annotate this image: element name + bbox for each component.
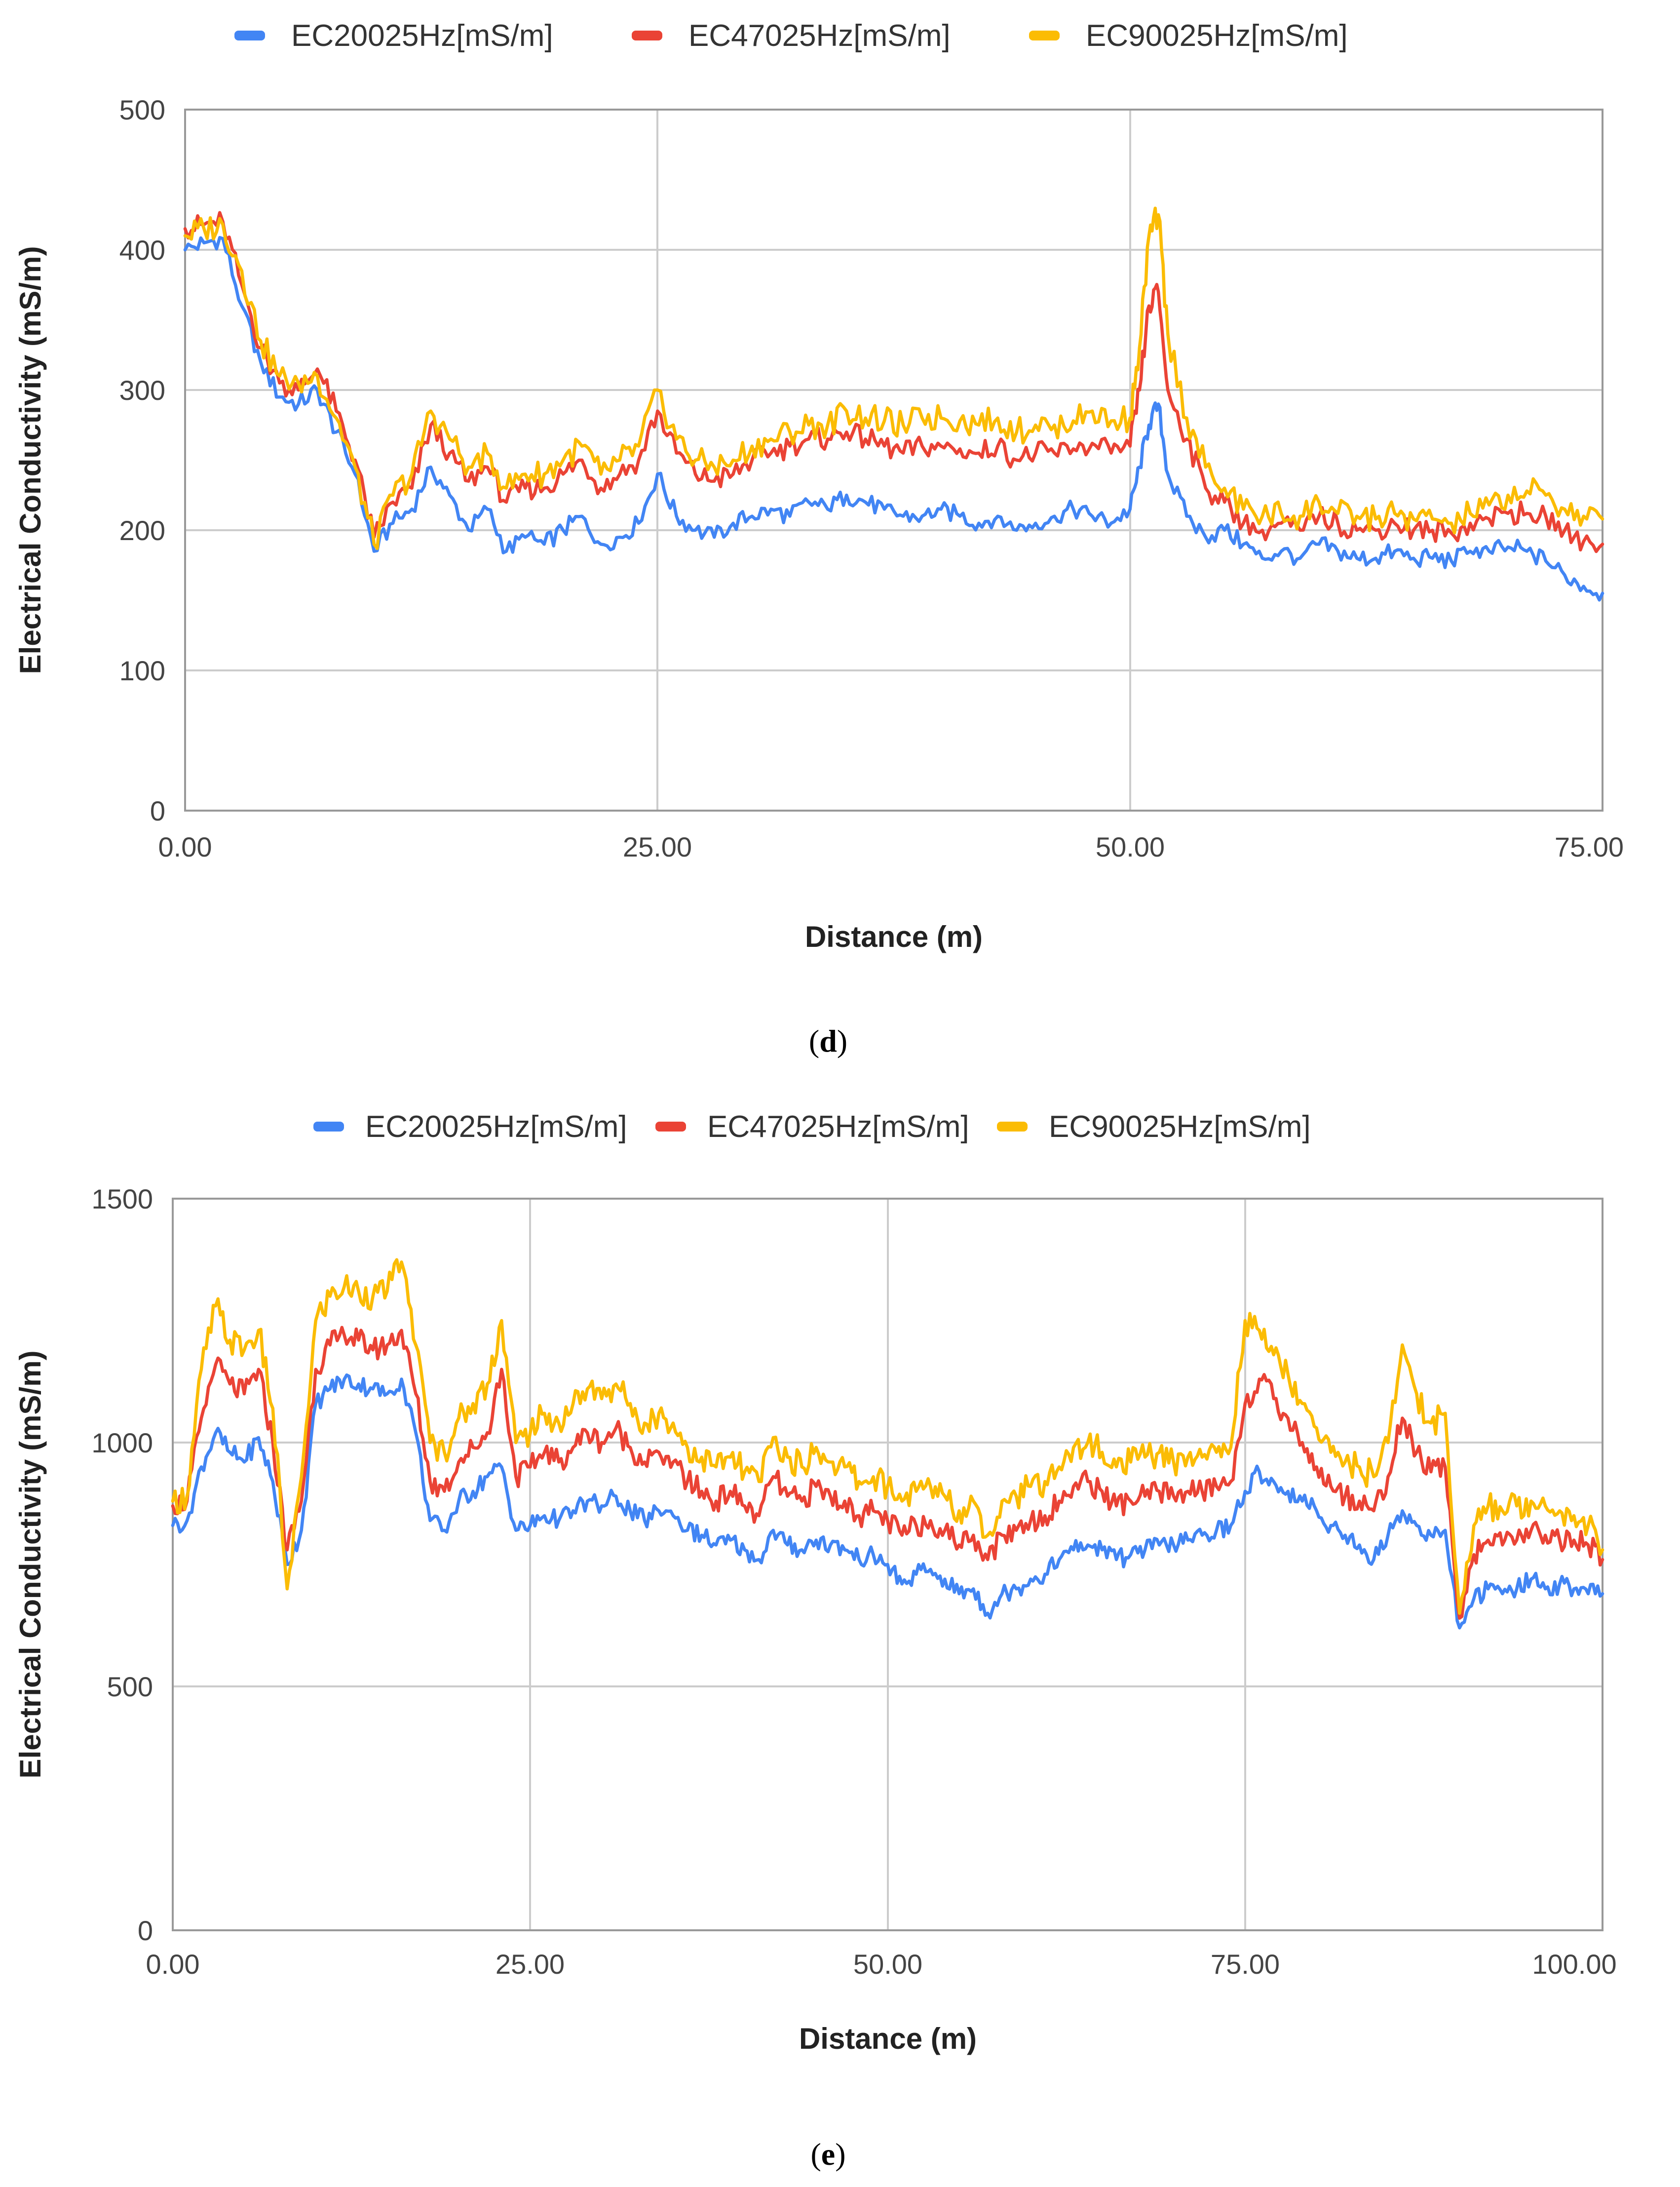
x-axis-title-d: Distance (m) [805,920,983,953]
legend-label-ec90025: EC90025Hz[mS/m] [1049,1110,1311,1144]
legend-item-ec90025[interactable]: EC90025Hz[mS/m] [997,1110,1311,1144]
x-tick-label: 75.00 [1555,831,1624,862]
legend-swatch-ec20025 [313,1122,344,1132]
legend-d: EC20025Hz[mS/m] EC47025Hz[mS/m] EC90025H… [234,19,1348,53]
legend-label-ec90025: EC90025Hz[mS/m] [1086,19,1348,53]
caption-d: (d) [809,1023,847,1058]
legend-item-ec20025[interactable]: EC20025Hz[mS/m] [234,19,553,53]
x-tick-label: 25.00 [496,1949,565,1980]
series-group-e [171,1258,1604,1630]
caption-e: (e) [810,2137,845,2172]
series-line-ec90025 [171,1258,1604,1615]
y-tick-label: 500 [119,94,165,125]
plot-frame-e [172,1198,1604,1931]
legend-swatch-ec90025 [1029,31,1060,40]
x-tick-label: 25.00 [623,831,692,862]
x-ticks-d: 0.00 25.00 50.00 75.00 [158,831,1624,862]
caption-letter-d: d [819,1023,837,1058]
series-line-ec47025 [171,1326,1604,1620]
y-tick-label: 200 [119,515,165,546]
series-group-d [183,206,1604,602]
series-line-ec20025 [183,235,1604,602]
y-ticks-e: 0 500 1000 1500 [91,1183,153,1946]
legend-item-ec47025[interactable]: EC47025Hz[mS/m] [632,19,951,53]
legend-e: EC20025Hz[mS/m] EC47025Hz[mS/m] EC90025H… [313,1110,1311,1144]
y-tick-label: 0 [150,795,165,826]
x-tick-label: 50.00 [853,1949,922,1980]
legend-item-ec47025[interactable]: EC47025Hz[mS/m] [655,1110,969,1144]
x-tick-label: 50.00 [1096,831,1165,862]
legend-swatch-ec20025 [234,31,265,40]
legend-swatch-ec47025 [655,1122,686,1132]
legend-swatch-ec47025 [632,31,662,40]
x-tick-label: 100.00 [1532,1949,1616,1980]
legend-swatch-ec90025 [997,1122,1028,1132]
legend-label-ec47025: EC47025Hz[mS/m] [707,1110,969,1144]
y-tick-label: 300 [119,375,165,406]
legend-label-ec47025: EC47025Hz[mS/m] [688,19,951,53]
x-tick-label: 75.00 [1211,1949,1280,1980]
series-line-ec20025 [171,1373,1604,1630]
x-axis-title-e: Distance (m) [799,2022,977,2055]
y-ticks-d: 0 100 200 300 400 500 [119,94,165,826]
legend-item-ec20025[interactable]: EC20025Hz[mS/m] [313,1110,627,1144]
grid-d [184,109,1604,812]
y-tick-label: 0 [138,1915,153,1946]
chart-panel-e: EC20025Hz[mS/m] EC47025Hz[mS/m] EC90025H… [14,1110,1617,2055]
legend-item-ec90025[interactable]: EC90025Hz[mS/m] [1029,19,1348,53]
y-tick-label: 100 [119,655,165,686]
chart-panel-d: EC20025Hz[mS/m] EC47025Hz[mS/m] EC90025H… [14,19,1624,953]
y-axis-title-e: Electrical Conductivity (mS/m) [14,1351,47,1779]
plot-frame-d [184,109,1604,812]
y-axis-title-d: Electrical Conductivity (mS/m) [14,246,47,674]
series-line-ec90025 [183,206,1604,550]
y-tick-label: 500 [107,1671,153,1702]
x-tick-label: 0.00 [158,831,212,862]
y-tick-label: 1500 [91,1183,153,1214]
x-ticks-e: 0.00 25.00 50.00 75.00 100.00 [146,1949,1617,1980]
series-line-ec47025 [183,211,1604,553]
legend-label-ec20025: EC20025Hz[mS/m] [365,1110,627,1144]
caption-letter-e: e [821,2137,835,2172]
x-tick-label: 0.00 [146,1949,200,1980]
y-tick-label: 400 [119,234,165,266]
y-tick-label: 1000 [91,1427,153,1458]
legend-label-ec20025: EC20025Hz[mS/m] [291,19,553,53]
